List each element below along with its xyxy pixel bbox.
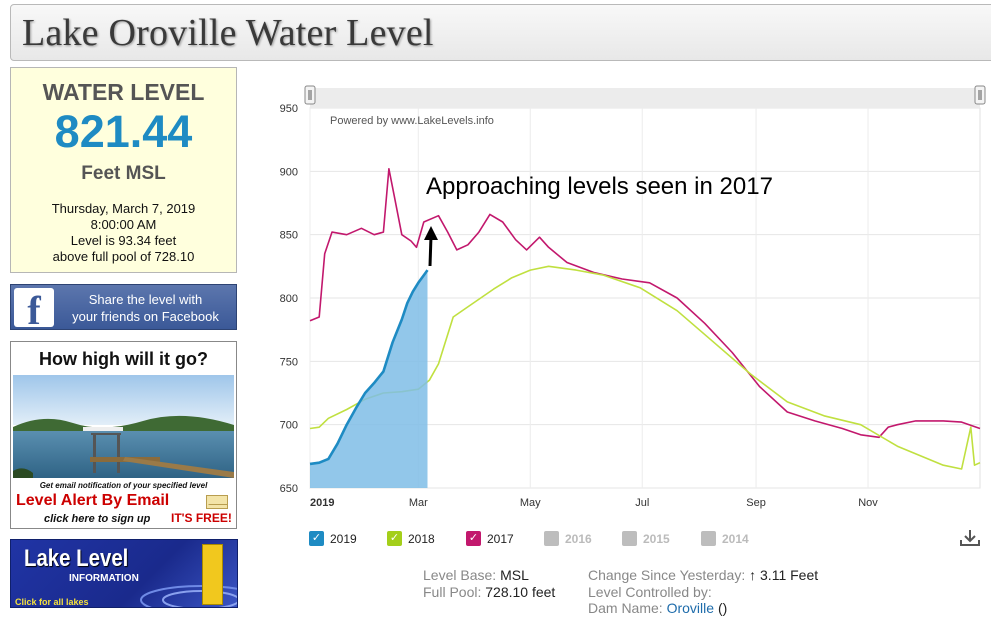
x-tick-label: May [520, 497, 541, 509]
envelope-icon [206, 495, 228, 509]
lake-level-subtitle: INFORMATION [69, 573, 139, 584]
x-tick-label: Mar [409, 497, 428, 509]
y-tick-label: 700 [280, 420, 298, 432]
water-level-details: Thursday, March 7, 2019 8:00:00 AM Level… [11, 201, 236, 265]
reading-time: 8:00:00 AM [90, 217, 157, 232]
y-tick-label: 750 [280, 356, 298, 368]
legend-label: 2018 [408, 532, 435, 546]
all-lakes-link[interactable]: Click for all lakes [15, 597, 89, 607]
level-above-line1: Level is 93.34 feet [70, 233, 177, 248]
lake-dock-photo [13, 375, 234, 478]
lake-details-footer: Level Base: MSL Full Pool: 728.10 feet C… [0, 567, 991, 627]
series-2019-area [310, 270, 428, 488]
water-level-unit: Feet MSL [81, 163, 166, 184]
chart-annotation: Approaching levels seen in 2017 [426, 173, 773, 200]
level-base-value: MSL [500, 567, 529, 583]
checkbox-checked-icon[interactable]: ✓ [466, 531, 481, 546]
legend-label: 2015 [643, 532, 670, 546]
y-tick-label: 900 [280, 166, 298, 178]
page-header: Lake Oroville Water Level [10, 4, 991, 61]
facebook-share-line1: Share the level with [88, 292, 203, 307]
navigator-handle[interactable] [974, 85, 986, 105]
facebook-icon: f [14, 288, 54, 327]
level-base-row: Level Base: MSL [423, 567, 529, 583]
page-title: Lake Oroville Water Level [22, 12, 434, 54]
annotation-arrow [424, 226, 438, 267]
alert-signup-link[interactable]: click here to sign up [44, 513, 151, 525]
chart-legend: ✓ 2019 ✓ 2018 ✓ 2017 2016 2015 2014 [0, 530, 991, 550]
series-2019-line [309, 269, 429, 466]
legend-label: 2019 [330, 532, 357, 546]
change-label: Change Since Yesterday: [588, 567, 746, 583]
dam-row: Dam Name: Oroville () [588, 600, 727, 616]
reading-date: Thursday, March 7, 2019 [51, 201, 196, 216]
checkbox-unchecked-icon[interactable] [701, 531, 716, 546]
x-tick-label: 2019 [310, 497, 334, 509]
dam-label: Dam Name: [588, 600, 663, 616]
x-tick-label: Nov [858, 497, 878, 509]
alert-note: Get email notification of your specified… [39, 481, 208, 490]
checkbox-unchecked-icon[interactable] [622, 531, 637, 546]
level-above-line2: above full pool of 728.10 [52, 249, 195, 264]
controlled-label: Level Controlled by: [588, 584, 712, 600]
ruler-icon [202, 544, 223, 605]
chart-credit: Powered by www.LakeLevels.info [330, 115, 494, 127]
checkbox-checked-icon[interactable]: ✓ [387, 531, 402, 546]
navigator-track[interactable] [310, 88, 980, 108]
lake-level-title: Lake Level [24, 545, 129, 572]
full-pool-row: Full Pool: 728.10 feet [423, 584, 555, 600]
facebook-share-button[interactable]: f Share the level with your friends on F… [10, 284, 237, 330]
water-level-chart[interactable]: Powered by www.LakeLevels.info 650 700 750… [255, 80, 991, 530]
y-tick-label: 950 [280, 103, 298, 115]
chart-series [309, 168, 981, 488]
checkbox-unchecked-icon[interactable] [544, 531, 559, 546]
dam-link[interactable]: Oroville [666, 600, 715, 616]
change-row: Change Since Yesterday: ↑ 3.11 Feet [588, 567, 818, 583]
alert-question: How high will it go? [39, 349, 208, 369]
full-pool-label: Full Pool: [423, 584, 482, 600]
water-level-heading: WATER LEVEL [42, 79, 205, 105]
series-2017-line [309, 168, 981, 439]
dam-suffix: () [717, 600, 728, 616]
lake-level-info-banner[interactable]: Lake Level INFORMATION Click for all lak… [10, 539, 238, 608]
download-icon[interactable] [958, 528, 982, 548]
facebook-share-text: Share the level with your friends on Fac… [59, 291, 232, 325]
x-tick-label: Jul [635, 497, 649, 509]
controlled-row: Level Controlled by: [588, 584, 712, 600]
legend-label: 2014 [722, 532, 749, 546]
water-level-panel: WATER LEVEL 821.44 Feet MSL Thursday, Ma… [10, 67, 237, 273]
alert-headline: Level Alert By Email [16, 492, 170, 509]
y-tick-label: 850 [280, 230, 298, 242]
water-ripple-graphic [140, 585, 237, 607]
facebook-share-line2: your friends on Facebook [72, 309, 219, 324]
legend-label: 2016 [565, 532, 592, 546]
y-tick-label: 650 [280, 483, 298, 495]
change-value: 3.11 Feet [760, 567, 819, 583]
navigator-handle[interactable] [304, 85, 316, 105]
legend-label: 2017 [487, 532, 514, 546]
level-alert-banner[interactable]: How high will it go? Get email notificat… [10, 341, 237, 529]
checkbox-checked-icon[interactable]: ✓ [309, 531, 324, 546]
up-arrow-icon: ↑ [749, 567, 757, 583]
y-axis-labels: 650 700 750 800 850 900 950 [280, 103, 298, 495]
x-tick-label: Sep [746, 497, 766, 509]
x-axis-labels: 2019 Mar May Jul Sep Nov [310, 497, 878, 509]
full-pool-value: 728.10 feet [485, 584, 556, 600]
water-level-value: 821.44 [54, 106, 193, 157]
level-base-label: Level Base: [423, 567, 497, 583]
y-tick-label: 800 [280, 293, 298, 305]
chart-range-navigator[interactable] [304, 85, 986, 108]
alert-free-badge: IT'S FREE! [171, 511, 232, 525]
